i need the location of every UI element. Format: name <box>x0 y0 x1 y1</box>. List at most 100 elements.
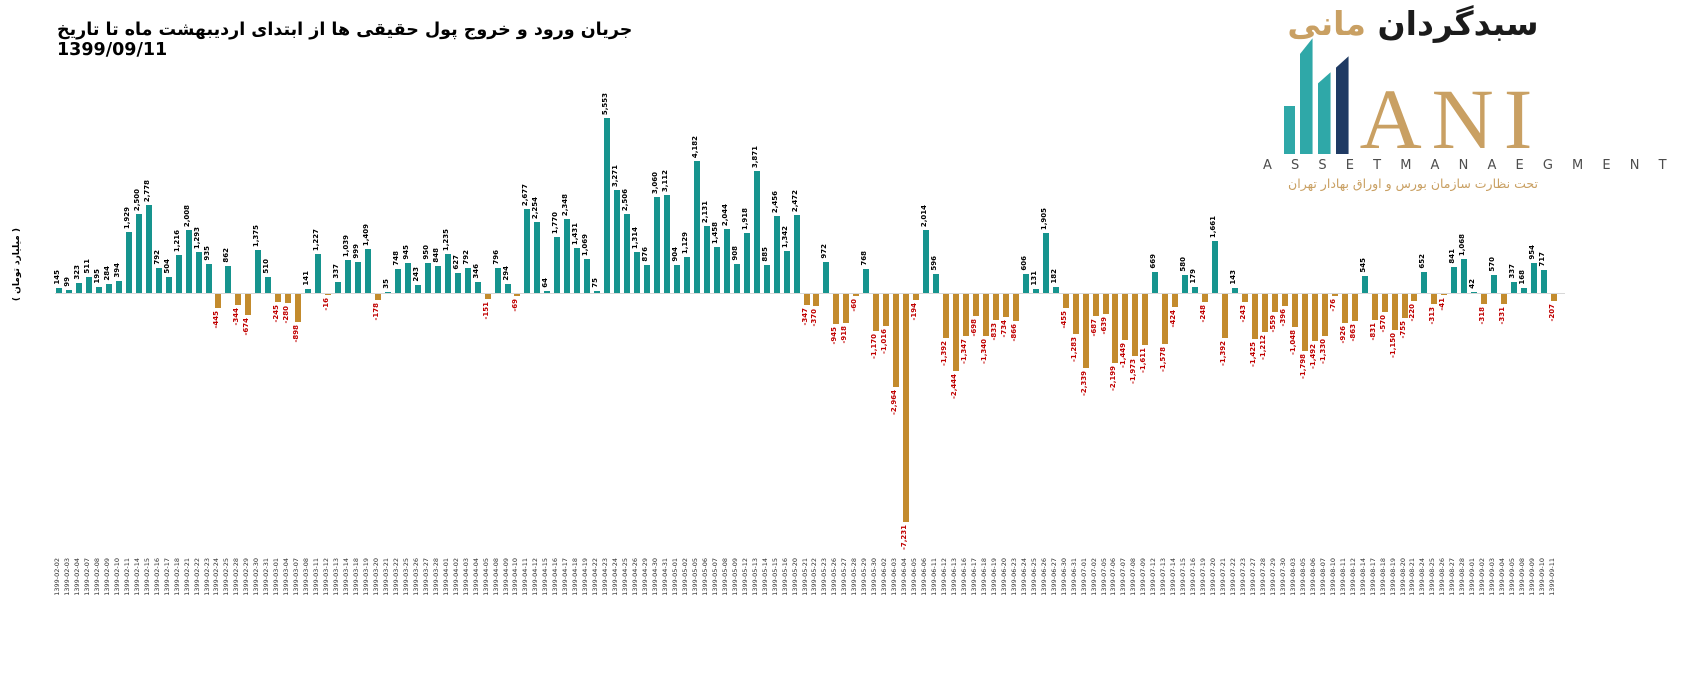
bar-value-label: 748 <box>392 251 400 266</box>
bar-value-label: -347 <box>801 308 809 326</box>
x-axis-date-label: 1399-03-22 <box>392 558 400 596</box>
bar <box>96 287 102 293</box>
bar <box>186 230 192 293</box>
bar <box>1392 294 1398 330</box>
bar <box>1382 294 1388 312</box>
x-axis-date-label: 1399-08-18 <box>1379 558 1387 596</box>
bar-value-label: 35 <box>382 279 390 289</box>
x-axis-date-label: 1399-06-13 <box>950 558 958 596</box>
x-axis-date-label: 1399-08-07 <box>1319 558 1327 596</box>
x-axis-date-label: 1399-02-03 <box>63 558 71 596</box>
bar-value-label: 717 <box>1538 252 1546 267</box>
bar <box>704 226 710 293</box>
x-axis-date-label: 1399-04-22 <box>591 558 599 596</box>
bar-value-label: 131 <box>1030 271 1038 286</box>
x-axis-date-label: 1399-05-21 <box>801 558 809 596</box>
bar <box>355 262 361 293</box>
bar-value-label: 768 <box>860 251 868 266</box>
bar-value-label: 510 <box>262 259 270 274</box>
bar <box>963 294 969 336</box>
bar <box>654 197 660 293</box>
x-axis-date-label: 1399-02-07 <box>83 558 91 596</box>
x-axis-date-label: 1399-02-25 <box>222 558 230 596</box>
x-axis-date-label: 1399-04-26 <box>631 558 639 596</box>
bar <box>1332 294 1338 296</box>
x-axis-date-label: 1399-02-02 <box>53 558 61 596</box>
bar <box>1212 241 1218 293</box>
x-axis-date-label: 1399-08-05 <box>1299 558 1307 596</box>
x-axis-date-label: 1399-02-17 <box>163 558 171 596</box>
x-axis-date-label: 1399-07-23 <box>1239 558 1247 596</box>
bar-value-label: 1,129 <box>681 231 689 254</box>
x-axis-date-label: 1399-04-03 <box>462 558 470 596</box>
x-axis-date-label: 1399-04-04 <box>472 558 480 596</box>
x-axis-date-label: 1399-03-20 <box>372 558 380 596</box>
x-axis-date-label: 1399-05-06 <box>701 558 709 596</box>
bar-value-label: 570 <box>1488 257 1496 272</box>
bar <box>843 294 849 323</box>
bar <box>1402 294 1408 318</box>
bar-value-label: -1,048 <box>1289 330 1297 356</box>
bar <box>1013 294 1019 321</box>
bar <box>574 248 580 293</box>
x-axis-date-label: 1399-04-10 <box>511 558 519 596</box>
x-axis-date-label: 1399-02-24 <box>212 558 220 596</box>
bar <box>564 219 570 293</box>
bar <box>973 294 979 316</box>
x-axis-date-label: 1399-07-12 <box>1149 558 1157 596</box>
bar-value-label: -831 <box>1369 323 1377 341</box>
bar-value-label: 2,677 <box>521 183 529 206</box>
x-axis-date-label: 1399-06-02 <box>880 558 888 596</box>
x-axis-date-label: 1399-05-20 <box>791 558 799 596</box>
bar-value-label: -1,798 <box>1299 354 1307 380</box>
bar <box>455 273 461 293</box>
bar <box>1491 275 1497 293</box>
x-axis-date-label: 1399-02-18 <box>173 558 181 596</box>
bar-value-label: -280 <box>282 306 290 324</box>
bar <box>1162 294 1168 344</box>
bar <box>883 294 889 326</box>
bar <box>933 274 939 293</box>
bar-value-label: 4,182 <box>691 135 699 158</box>
bar-value-label: -2,964 <box>890 390 898 416</box>
x-axis-date-label: 1399-09-10 <box>1538 558 1546 596</box>
bar <box>1043 233 1049 293</box>
bar-value-label: -698 <box>970 319 978 337</box>
bar-value-label: -1,170 <box>870 334 878 360</box>
x-axis-date-label: 1399-07-27 <box>1249 558 1257 596</box>
logo-main-row: ANI <box>1263 36 1563 161</box>
bar-value-label: 876 <box>641 247 649 262</box>
bar <box>833 294 839 324</box>
bar-value-label: -1,392 <box>1219 341 1227 367</box>
x-axis-date-label: 1399-09-05 <box>1508 558 1516 596</box>
x-axis-date-label: 1399-05-29 <box>860 558 868 596</box>
bar-value-label: 1,069 <box>581 233 589 256</box>
bar-value-label: -1,425 <box>1249 342 1257 368</box>
bar-value-label: 885 <box>761 247 769 262</box>
bar-value-label: 627 <box>452 255 460 270</box>
bar-value-label: 862 <box>222 248 230 263</box>
bar <box>285 294 291 303</box>
x-axis-date-label: 1399-07-21 <box>1219 558 1227 596</box>
bar-value-label: -16 <box>322 298 330 311</box>
logo-bar-1 <box>1283 106 1295 155</box>
bar <box>1222 294 1228 338</box>
bar-value-label: -151 <box>482 302 490 320</box>
bar-value-label: 2,254 <box>531 196 539 219</box>
bar <box>514 294 520 296</box>
bar-value-label: -755 <box>1399 321 1407 339</box>
bar-value-label: 606 <box>1020 256 1028 271</box>
bar-value-label: -945 <box>830 327 838 345</box>
bar-value-label: -60 <box>850 299 858 312</box>
x-axis-date-label: 1399-03-07 <box>292 558 300 596</box>
x-axis-date-label: 1399-04-24 <box>611 558 619 596</box>
bar-value-label: -7,231 <box>900 525 908 551</box>
bar-value-label: 5,553 <box>601 92 609 115</box>
x-axis-date-label: 1399-09-11 <box>1548 558 1556 596</box>
bar-value-label: 2,348 <box>561 193 569 216</box>
x-axis-date-label: 1399-04-25 <box>621 558 629 596</box>
bar-value-label: 792 <box>462 250 470 265</box>
bar <box>953 294 959 371</box>
x-axis-date-label: 1399-03-01 <box>272 558 280 596</box>
bar <box>664 195 670 293</box>
